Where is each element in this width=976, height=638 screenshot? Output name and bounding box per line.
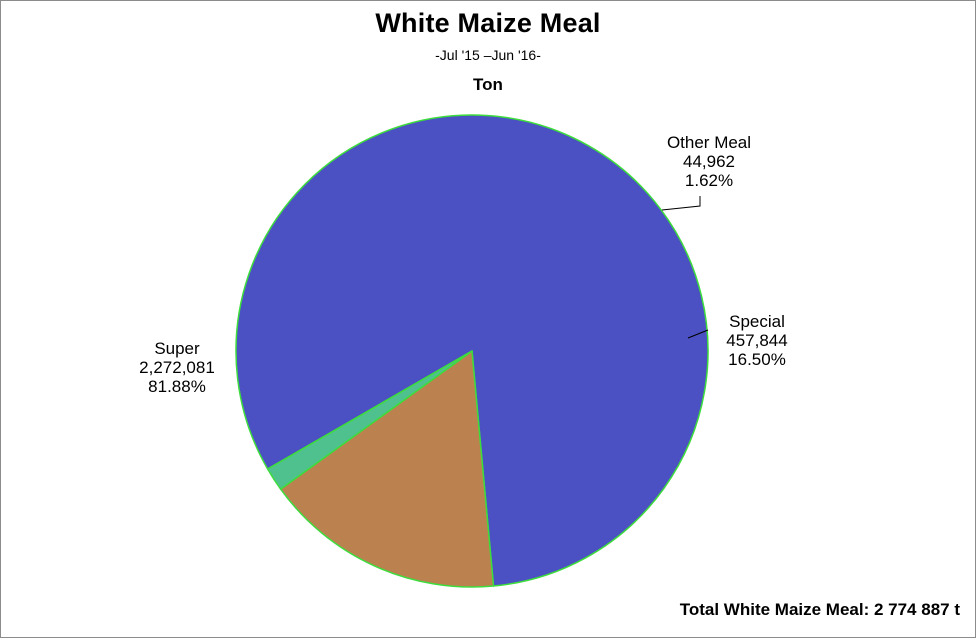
slice-value-text-other-meal: 44,962 <box>683 152 735 171</box>
slice-percent-text-other-meal: 1.62% <box>685 171 733 190</box>
slice-percent-text-special: 16.50% <box>728 350 786 369</box>
leader-line-other-meal <box>662 196 700 210</box>
slice-label-super: Super <box>154 339 200 358</box>
slice-label-other-meal: Other Meal <box>667 133 751 152</box>
slice-label-special: Special <box>729 312 785 331</box>
slice-percent-text-super: 81.88% <box>148 377 206 396</box>
slice-value-text-special: 457,844 <box>726 331 787 350</box>
total-label: Total White Maize Meal: 2 774 887 t <box>680 600 960 620</box>
slice-value-text-super: 2,272,081 <box>139 358 215 377</box>
